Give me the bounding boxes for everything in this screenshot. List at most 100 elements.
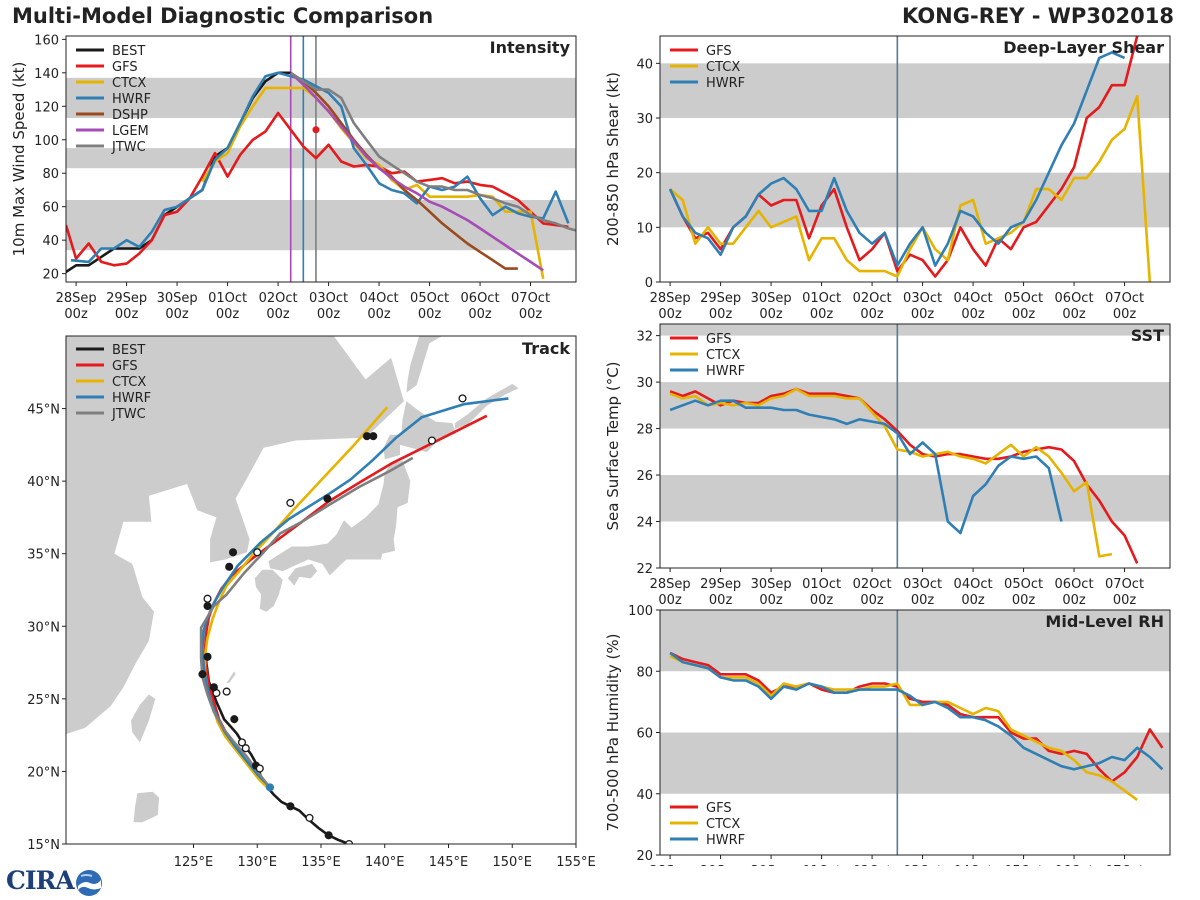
shaded-band (660, 732, 1170, 794)
x-tick-label: 00z (911, 593, 935, 608)
legend-label: HWRF (706, 364, 745, 379)
series-lgem (289, 71, 544, 272)
x-tick-label: 01Oct (802, 291, 841, 306)
y-tick-label: 40°N (27, 475, 60, 490)
legend-label: LGEM (112, 124, 149, 139)
legend-label: CTCX (112, 375, 146, 390)
track-position-marker (237, 738, 247, 747)
x-tick-label: 30Sep (751, 864, 792, 866)
panel-title: Intensity (490, 38, 571, 57)
y-axis-label: Sea Surface Temp (°C) (604, 361, 622, 530)
panel-shear: 01020304028Sep00z29Sep00z30Sep00z01Oct00… (604, 35, 1171, 322)
y-tick-label: 0 (645, 276, 653, 291)
x-tick-label: 07Oct (511, 291, 550, 306)
track-position-marker (228, 548, 238, 557)
legend-label: HWRF (112, 391, 151, 406)
track-position-marker (305, 813, 314, 822)
series-jtwc (289, 71, 576, 232)
panel-title: Deep-Layer Shear (1003, 38, 1164, 57)
x-tick-label: 04Oct (954, 291, 993, 306)
x-tick-label: 155°E (556, 855, 596, 866)
x-tick-label: 00z (759, 307, 783, 322)
track-position-marker (198, 670, 207, 679)
x-tick-label: 07Oct (1105, 577, 1144, 592)
series-hwrf (669, 399, 1063, 535)
x-tick-label: 06Oct (1055, 577, 1094, 592)
x-tick-label: 00z (658, 593, 682, 608)
x-tick-label: 00z (165, 307, 189, 322)
x-tick-label: 130°E (237, 855, 277, 866)
panel-title: SST (1131, 326, 1164, 345)
x-tick-label: 00z (64, 307, 88, 322)
x-tick-label: 00z (367, 307, 391, 322)
track-position-marker (458, 394, 467, 403)
legend-label: CTCX (112, 76, 146, 91)
shaded-band (660, 63, 1170, 118)
x-tick-label: 05Oct (410, 291, 449, 306)
cira-logo-text: CIRA (6, 866, 75, 895)
y-axis-label: 700-500 hPa Humidity (%) (604, 633, 622, 831)
series-dshp (289, 71, 518, 270)
y-tick-label: 15°N (27, 838, 60, 853)
map-area (66, 336, 519, 844)
y-tick-label: 30°N (27, 620, 60, 635)
panel-title: Mid-Level RH (1045, 612, 1164, 631)
x-tick-label: 29Sep (700, 291, 741, 306)
x-tick-label: 00z (709, 307, 733, 322)
track-position-marker (225, 562, 234, 571)
x-tick-label: 00z (860, 593, 884, 608)
track-position-marker (253, 548, 262, 557)
shaded-band (660, 324, 1170, 336)
x-tick-label: 00z (1062, 593, 1086, 608)
x-tick-label: 05Oct (1004, 864, 1043, 866)
track-position-marker (203, 601, 212, 611)
track-ctcx (203, 406, 389, 792)
x-tick-label: 04Oct (360, 291, 399, 306)
panel-rh: 2040608010028Sep00z29Sep00z30Sep00z01Oct… (604, 604, 1171, 866)
land-kurils (454, 383, 519, 429)
x-tick-label: 00z (911, 307, 935, 322)
x-tick-label: 29Sep (106, 291, 147, 306)
legend-label: JTWC (111, 140, 146, 155)
x-tick-label: 00z (266, 307, 290, 322)
land-kyushu (254, 569, 283, 612)
track-position-marker (222, 687, 231, 696)
x-tick-label: 00z (658, 307, 682, 322)
x-tick-label: 00z (519, 307, 543, 322)
land-taiwan (131, 694, 156, 743)
x-tick-label: 05Oct (1004, 291, 1043, 306)
series-hwrf (669, 651, 1164, 771)
x-tick-label: 06Oct (1055, 864, 1094, 866)
x-tick-label: 28Sep (56, 291, 97, 306)
series-hwrf (668, 51, 1126, 267)
panel-track: 125°E 130°E 135°E 140°E 145°E 150°E 155°E 15°N 2… (27, 335, 596, 866)
x-tick-label: 30Sep (751, 577, 792, 592)
x-tick-label: 01Oct (802, 864, 841, 866)
figure-canvas: 2040608010012014016028Sep00z29Sep00z30Se… (10, 33, 1171, 866)
track-position-marker (230, 715, 239, 724)
y-tick-label: 32 (636, 330, 653, 345)
x-tick-label: 00z (759, 593, 783, 608)
y-tick-label: 20°N (27, 765, 60, 780)
globe-icon (76, 870, 102, 896)
track-position-marker (369, 432, 378, 441)
y-tick-label: 60 (42, 201, 59, 216)
legend-label: GFS (112, 359, 138, 374)
y-tick-label: 100 (628, 604, 653, 619)
y-tick-label: 35°N (27, 548, 60, 563)
x-tick-label: 00z (961, 593, 985, 608)
land-okinawa (226, 671, 236, 683)
x-tick-label: 30Sep (751, 291, 792, 306)
y-tick-label: 28 (636, 423, 653, 438)
x-tick-label: 00z (1012, 593, 1036, 608)
plot-area-rh (660, 610, 1170, 855)
x-tick-label: 28Sep (650, 577, 691, 592)
legend-label: HWRF (706, 833, 745, 848)
track-jtwc (199, 456, 414, 786)
track-position-marker (286, 802, 295, 811)
